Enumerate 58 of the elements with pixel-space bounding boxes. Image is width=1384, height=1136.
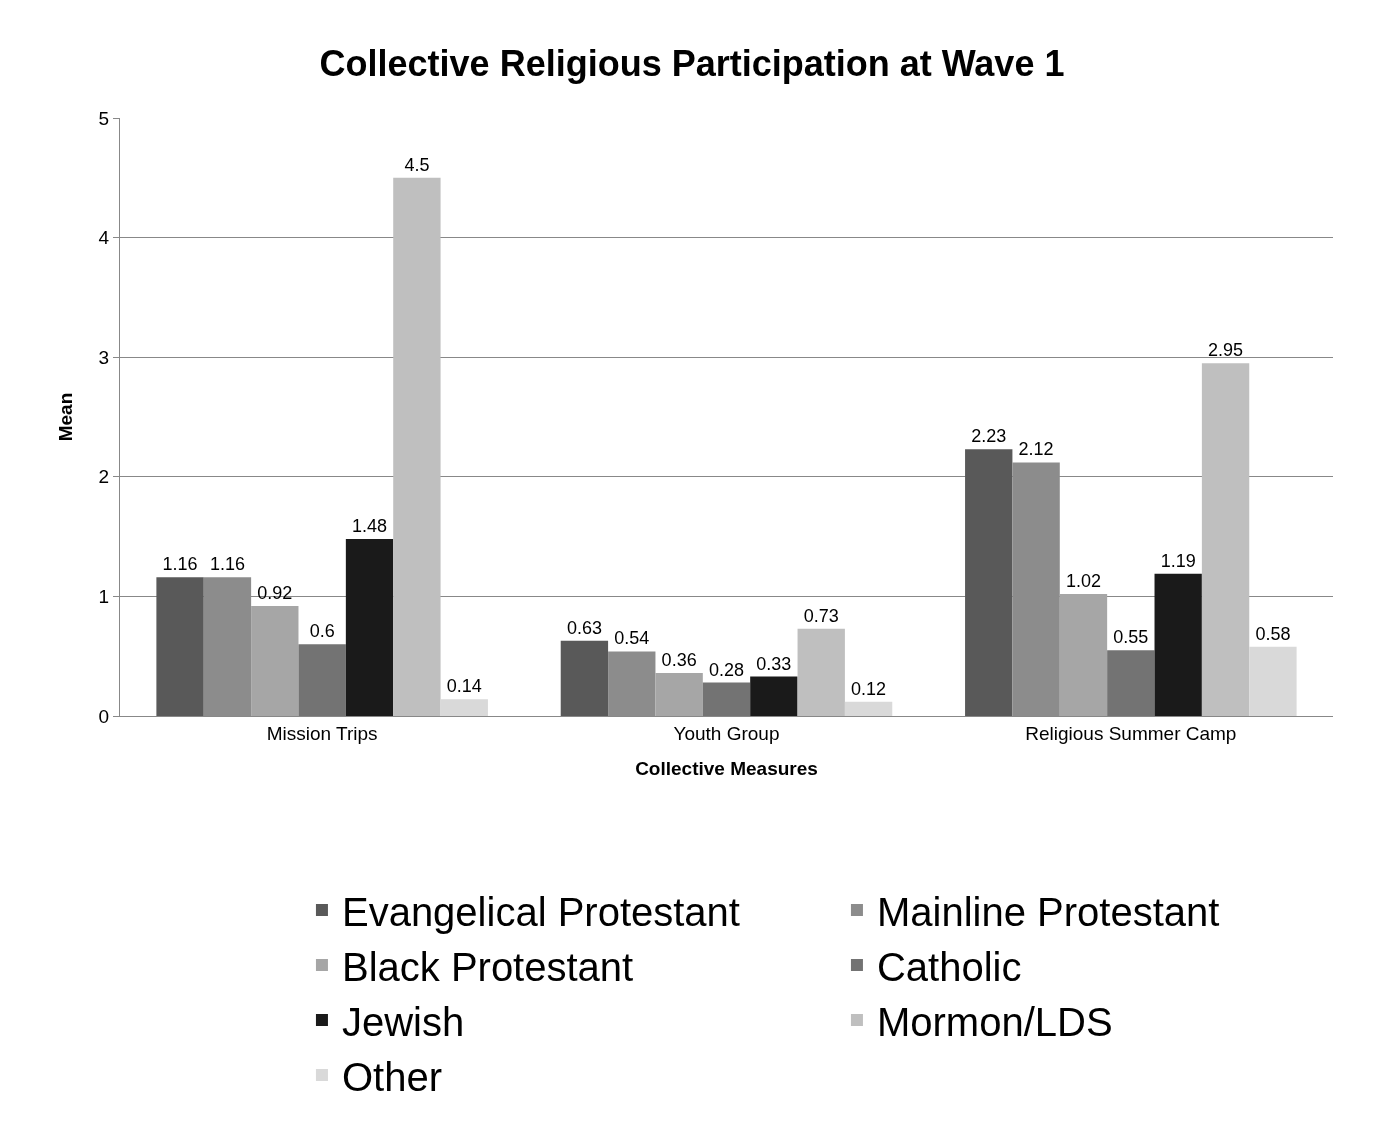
data-label: 0.54 — [614, 628, 650, 649]
x-tick-label: Mission Trips — [266, 722, 378, 744]
data-label: 1.16 — [209, 554, 245, 575]
y-tick-label: 1 — [98, 586, 110, 608]
legend-label: Mainline Protestant — [876, 889, 1220, 934]
y-axis-title: Mean — [55, 392, 77, 442]
bar — [1107, 650, 1155, 716]
data-label: 0.36 — [661, 649, 697, 670]
bar — [393, 177, 441, 716]
data-label: 1.02 — [1065, 571, 1101, 592]
y-tick-label: 3 — [98, 346, 110, 368]
bar — [1201, 363, 1250, 716]
data-label: 0.55 — [1113, 627, 1149, 648]
x-tick-label: Religious Summer Camp — [1025, 722, 1237, 744]
data-label: 2.95 — [1208, 340, 1244, 361]
data-label: 0.12 — [851, 678, 887, 699]
x-tick-label: Youth Group — [673, 722, 780, 744]
data-label: 0.63 — [566, 617, 602, 638]
data-label: 0.58 — [1255, 623, 1291, 644]
legend-label: Jewish — [341, 999, 465, 1044]
data-label: 0.6 — [309, 621, 335, 642]
data-label: 0.14 — [446, 676, 482, 697]
data-label: 0.28 — [708, 659, 745, 680]
x-axis-title: Collective Measures — [635, 757, 818, 779]
y-tick-label: 5 — [98, 107, 110, 129]
data-label: 2.12 — [1018, 439, 1054, 460]
y-tick-label: 0 — [98, 705, 110, 727]
bar — [844, 701, 893, 716]
bar — [1249, 646, 1297, 716]
bar — [251, 605, 299, 716]
bar — [1059, 594, 1108, 716]
data-label: 1.16 — [162, 554, 198, 575]
bar — [797, 628, 845, 716]
y-tick-label: 2 — [98, 466, 110, 488]
bar — [702, 682, 751, 716]
bar — [965, 449, 1013, 716]
bar — [298, 644, 346, 716]
data-label: 1.48 — [352, 515, 388, 536]
legend-label: Black Protestant — [341, 944, 634, 989]
data-label: 0.73 — [803, 605, 839, 626]
legend-label: Evangelical Protestant — [341, 889, 740, 934]
bar — [345, 538, 394, 716]
chart-title: Collective Religious Participation at Wave 1 — [319, 43, 1065, 85]
bar — [440, 699, 488, 716]
bar — [1154, 573, 1202, 716]
legend-label: Mormon/LDS — [876, 999, 1113, 1044]
data-label: 2.23 — [971, 426, 1007, 447]
data-label: 1.19 — [1160, 550, 1196, 571]
bar — [560, 640, 609, 716]
legend-label: Other — [341, 1054, 442, 1099]
y-tick-label: 4 — [98, 227, 110, 249]
bar — [655, 672, 703, 716]
data-label: 4.5 — [404, 154, 430, 175]
data-label: 0.92 — [257, 582, 293, 603]
bar — [156, 577, 204, 716]
data-label: 0.33 — [756, 653, 792, 674]
legend-label: Catholic — [876, 944, 1022, 989]
bar — [750, 676, 798, 716]
